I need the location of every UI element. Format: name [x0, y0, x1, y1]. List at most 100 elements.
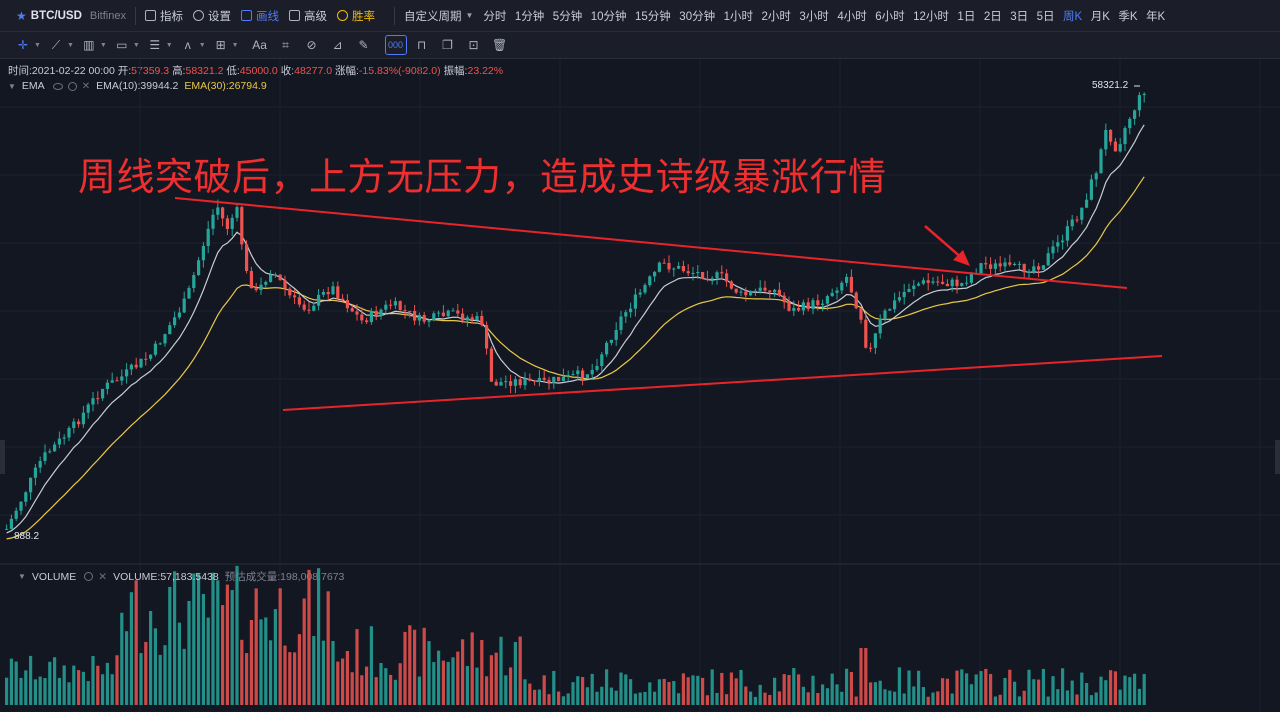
- interval-tab[interactable]: 月K: [1090, 10, 1110, 23]
- group-select-tool-icon[interactable]: 000: [384, 35, 407, 55]
- candle-body: [365, 320, 369, 323]
- volume-bar: [672, 681, 676, 705]
- volume-bar: [173, 571, 177, 705]
- custom-period-button[interactable]: 自定义周期: [403, 10, 462, 23]
- volume-bar: [782, 674, 786, 705]
- interval-tab[interactable]: 分时: [483, 10, 507, 23]
- text-tool-icon[interactable]: Aa: [252, 38, 267, 52]
- chevron-down-icon[interactable]: ▼: [34, 41, 41, 49]
- candle-body: [835, 290, 839, 293]
- volume-bar: [393, 679, 397, 705]
- measure-tool-icon[interactable]: ⊞: [215, 38, 226, 52]
- gear-icon[interactable]: [84, 572, 94, 581]
- interval-tab[interactable]: 2小时: [761, 10, 791, 23]
- interval-tab[interactable]: 10分钟: [590, 10, 627, 23]
- interval-tab[interactable]: 6小时: [875, 10, 905, 23]
- star-icon[interactable]: ★: [16, 8, 27, 23]
- chevron-down-icon[interactable]: ▼: [18, 572, 26, 581]
- magnet-tool-icon[interactable]: ⊘: [306, 38, 317, 52]
- close-icon[interactable]: ✕: [98, 570, 108, 583]
- interval-tabs: 分时 1分钟 5分钟 10分钟 15分钟 30分钟 1小时 2小时 3小时 4小时 6小时 12小时 1…: [483, 8, 1173, 24]
- volume-bar: [96, 665, 100, 705]
- volume-bar: [552, 670, 556, 705]
- interval-tab[interactable]: 1小时: [723, 10, 753, 23]
- close-icon[interactable]: ✕: [81, 80, 91, 92]
- indicator-button[interactable]: 指标: [144, 8, 183, 24]
- chevron-down-icon[interactable]: ▼: [198, 41, 206, 49]
- interval-tab[interactable]: 1日: [957, 10, 976, 23]
- ruler-tool-icon[interactable]: ⊿: [332, 38, 343, 52]
- trend-line-tool-icon[interactable]: ⟋: [51, 37, 61, 52]
- lock-tool-icon[interactable]: ⊓: [416, 38, 427, 52]
- chevron-down-icon[interactable]: ▼: [66, 41, 74, 49]
- interval-tab[interactable]: 4小时: [837, 10, 867, 23]
- symbol-selector[interactable]: ★ BTC/USD Bitfinex: [0, 9, 126, 23]
- settings-button[interactable]: 设置: [192, 8, 231, 24]
- winrate-button[interactable]: 胜率: [336, 8, 375, 24]
- advanced-button[interactable]: 高级: [288, 8, 327, 24]
- candle-body: [350, 308, 354, 312]
- volume-bar: [53, 657, 57, 705]
- candle-body: [528, 378, 532, 381]
- interval-tab[interactable]: 2日: [983, 10, 1002, 23]
- interval-tab[interactable]: 5分钟: [552, 10, 583, 23]
- chevron-down-icon[interactable]: ▼: [132, 41, 140, 49]
- draw-button[interactable]: 画线: [240, 8, 279, 24]
- trash-tool-icon[interactable]: 🗑: [491, 38, 508, 52]
- candle-body: [600, 354, 604, 366]
- hide-tool-icon[interactable]: ⊡: [468, 38, 479, 52]
- gear-icon[interactable]: [67, 81, 77, 91]
- volume-bar: [537, 689, 541, 705]
- interval-tab[interactable]: 30分钟: [679, 10, 716, 23]
- rectangle-tool-icon[interactable]: ▭: [116, 38, 128, 52]
- parallel-lines-tool-icon[interactable]: ▥: [83, 38, 95, 52]
- candle-body: [917, 283, 921, 286]
- copy-tool-icon[interactable]: ❐: [442, 38, 453, 52]
- interval-tab[interactable]: 12小时: [913, 10, 949, 23]
- candle-time: 2021-02-22 00:00: [31, 65, 115, 77]
- candle-body: [921, 280, 925, 284]
- arrow-annotation[interactable]: [924, 225, 970, 266]
- interval-tab[interactable]: 3日: [1010, 10, 1029, 23]
- candle-body: [893, 300, 897, 310]
- pattern-tool-icon[interactable]: ⌗: [282, 37, 289, 52]
- chart-canvas[interactable]: [0, 59, 1280, 712]
- interval-tab[interactable]: 季K: [1118, 10, 1138, 23]
- volume-bar: [293, 652, 297, 705]
- low-value: 45000.0: [239, 65, 278, 77]
- chevron-down-icon[interactable]: ▼: [99, 41, 107, 49]
- volume-bar: [830, 673, 834, 705]
- estimated-volume: 预估成交量:198,008.7673: [224, 571, 345, 583]
- interval-tab[interactable]: 周K: [1063, 10, 1083, 23]
- interval-tab[interactable]: 年K: [1146, 10, 1166, 23]
- candle-body: [307, 309, 311, 311]
- chevron-down-icon[interactable]: ▼: [8, 81, 16, 91]
- candle-body: [801, 302, 805, 311]
- chevron-down-icon[interactable]: ▼: [465, 11, 474, 20]
- lower-trendline[interactable]: [282, 355, 1163, 411]
- right-scroll-handle[interactable]: [1275, 440, 1280, 474]
- candle-body: [701, 271, 705, 279]
- chevron-down-icon[interactable]: ▼: [231, 41, 239, 49]
- eye-icon[interactable]: [52, 82, 63, 90]
- open-value: 57359.3: [131, 65, 170, 77]
- candle-body: [163, 334, 167, 344]
- interval-tab[interactable]: 5日: [1036, 10, 1055, 23]
- left-scroll-handle[interactable]: [0, 440, 5, 474]
- fib-tool-icon[interactable]: ☰: [149, 38, 161, 52]
- volume-bar: [998, 694, 1002, 705]
- candle-body: [408, 310, 412, 312]
- volume-bar: [1003, 677, 1007, 705]
- annotation-text[interactable]: 周线突破后，上方无压力，造成史诗级暴涨行情: [78, 155, 887, 199]
- chevron-down-icon[interactable]: ▼: [165, 41, 173, 49]
- wave-tool-icon[interactable]: ʌ: [184, 38, 191, 52]
- brush-tool-icon[interactable]: ✎: [358, 38, 369, 52]
- upper-trendline[interactable]: [174, 197, 1128, 289]
- interval-tab[interactable]: 1分钟: [514, 10, 545, 23]
- interval-tab[interactable]: 3小时: [799, 10, 829, 23]
- candle-body: [739, 291, 743, 293]
- interval-tab[interactable]: 15分钟: [635, 10, 671, 23]
- crosshair-tool-icon[interactable]: ✛: [17, 38, 29, 52]
- volume-bar: [9, 658, 13, 705]
- ema30-value: EMA(30):26794.9: [184, 80, 267, 92]
